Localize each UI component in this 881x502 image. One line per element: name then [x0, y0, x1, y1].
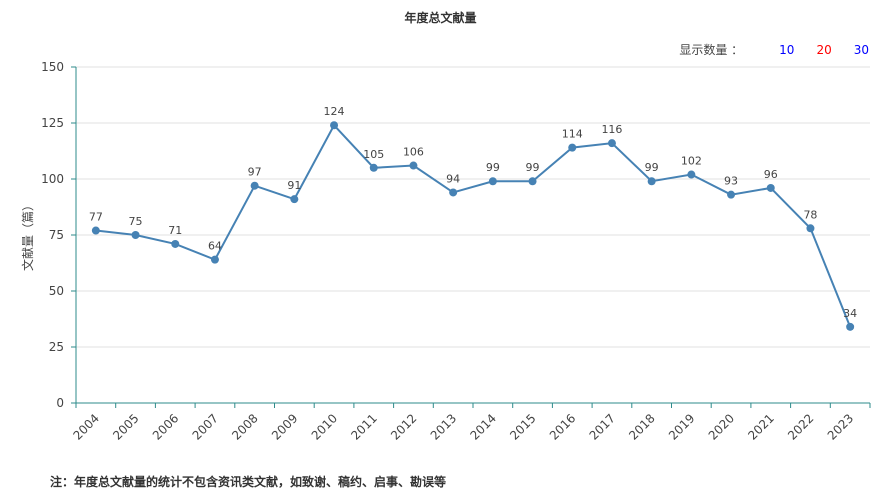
y-tick-label: 75 — [49, 228, 64, 242]
data-point[interactable] — [369, 163, 378, 172]
y-tick-label: 0 — [56, 396, 64, 410]
data-point[interactable] — [488, 177, 497, 186]
data-label: 93 — [724, 175, 738, 188]
display-count-10[interactable]: 10 — [779, 42, 795, 57]
x-tick-label: 2005 — [110, 411, 141, 442]
data-point[interactable] — [290, 195, 299, 204]
x-tick-label: 2008 — [229, 411, 260, 442]
data-point[interactable] — [171, 239, 180, 248]
x-tick-label: 2007 — [190, 411, 221, 442]
x-tick-label: 2011 — [348, 411, 379, 442]
data-label: 102 — [681, 155, 702, 168]
x-tick-label: 2016 — [547, 411, 578, 442]
data-label: 114 — [562, 128, 583, 141]
x-tick-label: 2013 — [428, 411, 459, 442]
data-point[interactable] — [330, 121, 339, 130]
data-point[interactable] — [91, 226, 100, 235]
x-tick-label: 2012 — [388, 411, 419, 442]
footnote: 注：年度总文献量的统计不包含资讯类文献，如致谢、稿约、启事、勘误等 — [50, 475, 447, 489]
chart-title: 年度总文献量 — [404, 11, 477, 25]
y-tick-label: 25 — [49, 340, 64, 354]
data-label: 77 — [89, 211, 103, 224]
data-point[interactable] — [607, 139, 616, 148]
data-label: 116 — [601, 123, 622, 136]
y-tick-label: 50 — [49, 284, 64, 298]
data-label: 78 — [803, 208, 817, 221]
data-point[interactable] — [210, 255, 219, 264]
display-count-label: 显示数量 ： — [679, 43, 744, 57]
display-count-20[interactable]: 20 — [816, 42, 832, 57]
data-points — [91, 121, 855, 331]
data-label: 124 — [324, 105, 345, 118]
data-label: 105 — [363, 148, 384, 161]
x-axis: 2004 2005 2006 2007 2008 2009 2010 2011 2012 2013… — [70, 402, 871, 443]
display-count-30[interactable]: 30 — [853, 42, 869, 57]
data-label: 99 — [645, 161, 659, 174]
x-tick-label: 2006 — [150, 411, 181, 442]
data-point[interactable] — [766, 183, 775, 192]
y-axis-label: 文献量（篇） — [20, 199, 35, 271]
data-label: 34 — [843, 307, 857, 320]
data-point[interactable] — [568, 143, 577, 152]
data-point[interactable] — [727, 190, 736, 199]
data-label: 99 — [526, 161, 540, 174]
x-tick-label: 2010 — [309, 411, 340, 442]
data-point[interactable] — [806, 224, 815, 233]
series-line — [95, 123, 852, 328]
data-point[interactable] — [409, 161, 418, 170]
x-tick-label: 2022 — [785, 411, 816, 442]
x-tick-label: 2014 — [467, 411, 498, 442]
x-tick-label: 2004 — [70, 411, 101, 442]
data-label: 75 — [129, 215, 143, 228]
y-tick-label: 150 — [41, 60, 64, 74]
data-label: 94 — [446, 172, 460, 185]
data-point[interactable] — [528, 177, 537, 186]
y-axis: 0 25 50 75 100 125 150 — [41, 60, 77, 410]
data-point[interactable] — [131, 231, 140, 239]
data-point[interactable] — [250, 181, 259, 190]
data-label: 106 — [403, 146, 424, 159]
x-tick-label: 2017 — [587, 411, 618, 442]
data-labels: 77 75 71 64 97 91 124 105 106 94 99 99 114 116 99 102 93… — [89, 105, 857, 320]
x-tick-label: 2015 — [507, 411, 538, 442]
data-label: 96 — [764, 168, 778, 181]
data-point[interactable] — [647, 177, 656, 186]
x-tick-label: 2009 — [269, 411, 300, 442]
data-label: 99 — [486, 161, 500, 174]
data-point[interactable] — [687, 170, 696, 179]
data-label: 91 — [287, 179, 301, 192]
x-tick-label: 2019 — [666, 411, 697, 442]
data-label: 71 — [168, 224, 182, 237]
display-count-selector: 显示数量 ： 10 20 30 — [679, 41, 869, 58]
x-tick-label: 2021 — [745, 411, 776, 442]
data-point[interactable] — [449, 188, 458, 197]
y-tick-label: 125 — [41, 116, 64, 130]
y-tick-label: 100 — [41, 172, 64, 186]
data-label: 97 — [248, 166, 262, 179]
grid-lines — [76, 66, 870, 348]
data-point[interactable] — [846, 322, 855, 331]
x-tick-label: 2018 — [626, 411, 657, 442]
x-tick-label: 2020 — [706, 411, 737, 442]
data-label: 64 — [208, 240, 222, 253]
x-tick-label: 2023 — [825, 411, 856, 442]
